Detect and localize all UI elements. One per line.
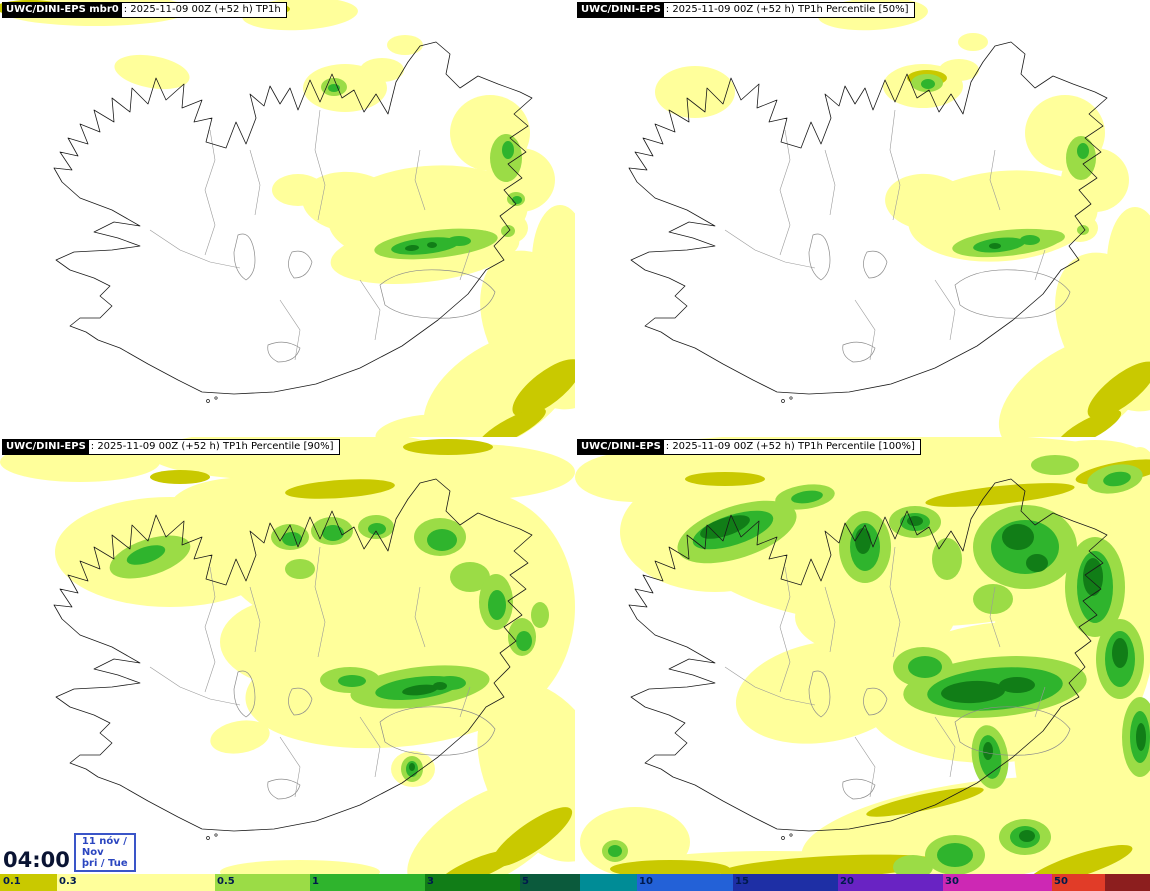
run-info: : 2025-11-09 00Z (+52 h) TP1h Percentile… [665, 441, 915, 452]
colorbar-tick-label: 10 [639, 876, 653, 887]
colorbar-segment [1052, 874, 1105, 891]
iceland-precip-map-p90 [0, 437, 575, 874]
colorbar-segment [838, 874, 943, 891]
precip-colorbar: 0.1 0.3 0.5 1 3 5 10 15 20 30 50 [0, 874, 1150, 891]
panel-title-p100: UWC/DINI-EPS : 2025-11-09 00Z (+52 h) TP… [577, 439, 921, 455]
panel-title-p50: UWC/DINI-EPS : 2025-11-09 00Z (+52 h) TP… [577, 2, 915, 18]
date-line-2: Nov [81, 847, 104, 858]
iceland-precip-map-p100 [575, 437, 1150, 874]
colorbar-segment [215, 874, 310, 891]
panel-title-mbr0: UWC/DINI-EPS mbr0 : 2025-11-09 00Z (+52 … [2, 2, 287, 18]
colorbar-segment [310, 874, 425, 891]
colorbar-segment [520, 874, 580, 891]
model-name: UWC/DINI-EPS [578, 440, 664, 454]
map-panel-mbr0: UWC/DINI-EPS mbr0 : 2025-11-09 00Z (+52 … [0, 0, 575, 437]
map-panel-p50: UWC/DINI-EPS : 2025-11-09 00Z (+52 h) TP… [575, 0, 1150, 437]
colorbar-segment [425, 874, 520, 891]
model-name: UWC/DINI-EPS [578, 3, 664, 17]
map-panel-p90: UWC/DINI-EPS : 2025-11-09 00Z (+52 h) TP… [0, 437, 575, 874]
colorbar-tick-label: 1 [312, 876, 319, 887]
colorbar-segment [733, 874, 838, 891]
valid-time-widget: 04:00 11 nóv / Nov þri / Tue [2, 832, 139, 872]
map-panel-p100: UWC/DINI-EPS : 2025-11-09 00Z (+52 h) TP… [575, 437, 1150, 874]
colorbar-tick-label: 15 [735, 876, 749, 887]
colorbar-tick-label: 5 [522, 876, 529, 887]
valid-time: 04:00 [3, 848, 70, 872]
colorbar-tick-label: 30 [945, 876, 959, 887]
date-line-3: þri / Tue [81, 858, 128, 869]
run-info: : 2025-11-09 00Z (+52 h) TP1h [123, 4, 281, 15]
iceland-precip-map-mbr0 [0, 0, 575, 437]
valid-date-box: 11 nóv / Nov þri / Tue [73, 833, 136, 872]
model-name: UWC/DINI-EPS [3, 440, 89, 454]
colorbar-segment [943, 874, 1052, 891]
date-line-1: 11 nóv / [81, 836, 127, 847]
colorbar-tick-label: 20 [840, 876, 854, 887]
colorbar-segment [1105, 874, 1150, 891]
iceland-precip-map-p50 [575, 0, 1150, 437]
run-info: : 2025-11-09 00Z (+52 h) TP1h Percentile… [665, 4, 909, 15]
colorbar-tick-label: 0.3 [59, 876, 77, 887]
colorbar-segment [57, 874, 215, 891]
model-name: UWC/DINI-EPS mbr0 [3, 3, 122, 17]
run-info: : 2025-11-09 00Z (+52 h) TP1h Percentile… [90, 441, 334, 452]
colorbar-tick-label: 3 [427, 876, 434, 887]
colorbar-segment [0, 874, 57, 891]
colorbar-tick-label: 0.1 [3, 876, 21, 887]
colorbar-tick-label: 0.5 [217, 876, 235, 887]
colorbar-tick-label: 50 [1054, 876, 1068, 887]
colorbar-segment [637, 874, 733, 891]
colorbar-segment [580, 874, 637, 891]
panel-title-p90: UWC/DINI-EPS : 2025-11-09 00Z (+52 h) TP… [2, 439, 340, 455]
